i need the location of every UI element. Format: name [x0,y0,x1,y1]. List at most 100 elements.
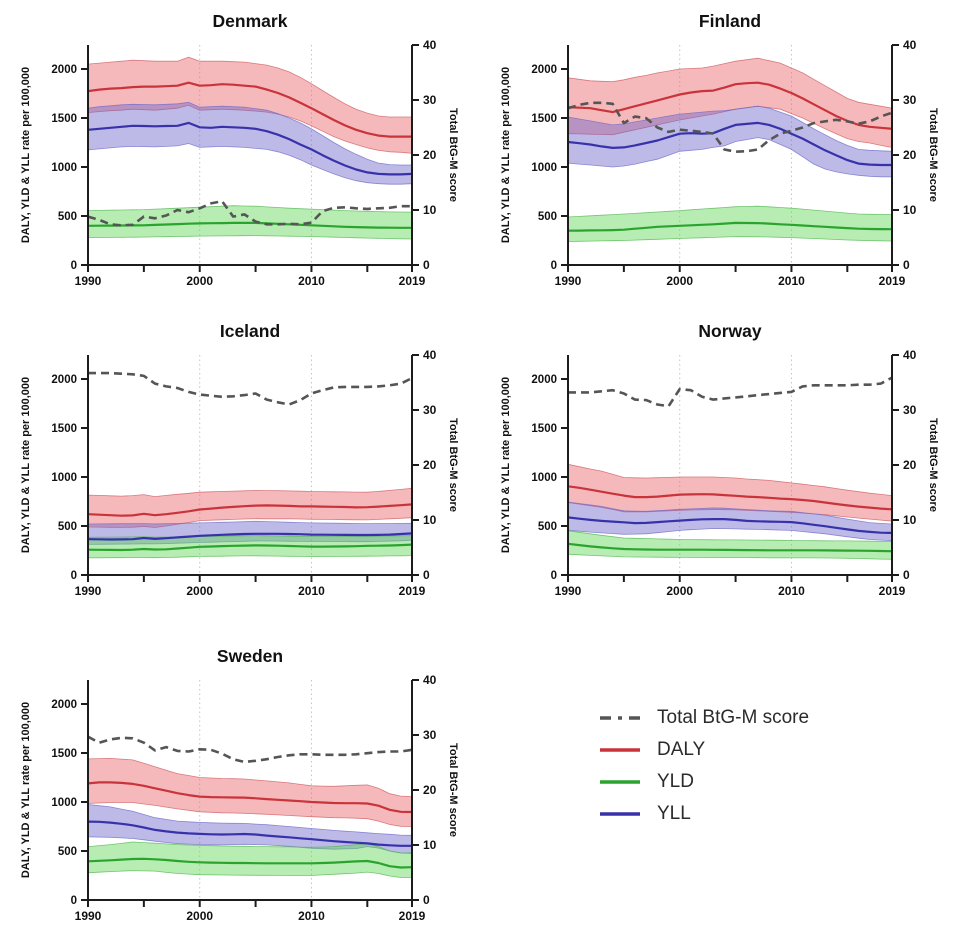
legend-item-yld: YLD [598,770,809,793]
right-tick-label: 0 [903,568,910,582]
x-tick-label: 2019 [399,909,426,923]
left-tick-label: 0 [71,570,77,582]
left-tick-label: 500 [58,521,77,533]
left-tick-label: 2000 [51,64,77,76]
right-axis-label: Total BtG-M score [927,418,939,512]
legend-label-yll: YLL [657,803,691,824]
daly-line-sample [600,747,640,752]
right-tick-label: 20 [423,458,437,472]
left-tick-label: 0 [551,260,557,272]
left-tick-label: 500 [58,211,77,223]
daly-line [567,485,893,511]
x-tick-label: 2000 [666,584,693,598]
yll-line [567,121,892,167]
legend-label-yld: YLD [657,771,694,792]
right-axis-label: Total BtG-M score [447,743,459,837]
left-tick-label: 1500 [51,113,77,125]
yll-line-sample [600,811,640,816]
right-tick-label: 0 [423,568,430,582]
right-tick-label: 0 [423,893,430,907]
yld-line [567,221,893,232]
left-tick-label: 0 [71,260,77,272]
right-tick-label: 10 [903,203,917,217]
btgm-score-dashed-line [567,101,893,153]
right-tick-label: 20 [423,148,437,162]
left-tick-label: 2000 [531,64,557,76]
left-tick-label: 1500 [51,423,77,435]
yll-line [567,516,893,534]
right-tick-label: 10 [903,513,917,527]
left-tick-label: 1000 [51,472,77,484]
sweden-chart: 0 500 1000 1500 2000 0 10 20 30 40 1990 2000 2010 201… [20,646,459,923]
x-tick-label: 2000 [186,909,213,923]
left-tick-label: 2000 [51,699,77,711]
legend-item-yll: YLL [598,802,809,825]
x-tick-label: 2000 [186,584,213,598]
x-tick-label: 1990 [75,274,102,288]
left-tick-label: 1000 [531,472,557,484]
daly-line [87,81,412,138]
denmark-chart: 0 500 1000 1500 2000 0 10 20 30 40 1990 2000 2010 201… [20,11,459,288]
panel-norway: 0 500 1000 1500 2000 0 10 20 30 40 1990 2000 2010 201… [480,310,960,610]
legend: Total BtG-M score DALY YLD YLL [598,706,809,834]
legend-label-daly: DALY [657,739,706,760]
left-tick-label: 1000 [51,797,77,809]
left-tick-label: 1500 [531,423,557,435]
left-tick-label: 500 [538,211,557,223]
yld-line-sample [600,779,640,784]
iceland-chart: 0 500 1000 1500 2000 0 10 20 30 40 1990 2000 2010 201… [20,321,459,598]
yll-line [87,532,413,541]
right-tick-label: 40 [423,673,437,687]
right-tick-label: 0 [903,258,910,272]
btgm-score-dashed-line [87,199,412,227]
left-tick-label: 2000 [531,374,557,386]
right-tick-label: 30 [903,93,917,107]
right-tick-label: 40 [423,38,437,52]
panel-sweden: 0 500 1000 1500 2000 0 10 20 30 40 1990 2000 2010 201… [0,635,480,932]
right-axis-label: Total BtG-M score [447,418,459,512]
btgm-score-dashed-line [87,735,413,764]
right-tick-label: 40 [903,348,917,362]
panel-denmark: 0 500 1000 1500 2000 0 10 20 30 40 1990 2000 2010 201… [0,0,480,300]
left-tick-label: 0 [71,895,77,907]
left-tick-label: 500 [58,846,77,858]
right-tick-label: 20 [423,783,437,797]
right-tick-label: 30 [423,403,437,417]
yld-line [567,542,893,553]
yll-line [87,820,412,847]
yld-line [87,543,413,552]
x-tick-label: 1990 [555,584,582,598]
left-tick-label: 500 [538,521,557,533]
daly-line [567,81,893,130]
btgm-score-dashed-line [568,376,893,408]
right-tick-label: 10 [423,838,437,852]
finland-chart: 0 500 1000 1500 2000 0 10 20 30 40 1990 2000 2010 201… [500,11,939,288]
left-axis-label: DALY, YLD & YLL rate per 100,000 [500,377,512,553]
panel-title: Sweden [217,646,283,666]
legend-item-daly: DALY [598,738,809,761]
left-axis-label: DALY, YLD & YLL rate per 100,000 [20,67,32,243]
x-tick-label: 1990 [555,274,582,288]
left-tick-label: 1000 [51,162,77,174]
left-tick-label: 1500 [531,113,557,125]
right-tick-label: 30 [423,93,437,107]
x-tick-label: 2010 [298,584,325,598]
right-tick-label: 20 [903,458,917,472]
panel-title: Norway [698,321,761,341]
left-axis-label: DALY, YLD & YLL rate per 100,000 [20,377,32,553]
x-tick-label: 2010 [298,274,325,288]
x-tick-label: 2000 [666,274,693,288]
daly-line [87,781,413,814]
right-tick-label: 0 [423,258,430,272]
left-axis-label: DALY, YLD & YLL rate per 100,000 [500,67,512,243]
right-tick-label: 40 [423,348,437,362]
x-tick-label: 2010 [778,584,805,598]
x-tick-label: 2000 [186,274,213,288]
x-tick-label: 2010 [298,909,325,923]
left-tick-label: 0 [551,570,557,582]
yld-line [87,857,413,869]
panel-title: Iceland [220,321,280,341]
btgm-score-dashed-line [88,371,413,406]
right-tick-label: 10 [423,513,437,527]
x-tick-label: 2019 [879,274,906,288]
